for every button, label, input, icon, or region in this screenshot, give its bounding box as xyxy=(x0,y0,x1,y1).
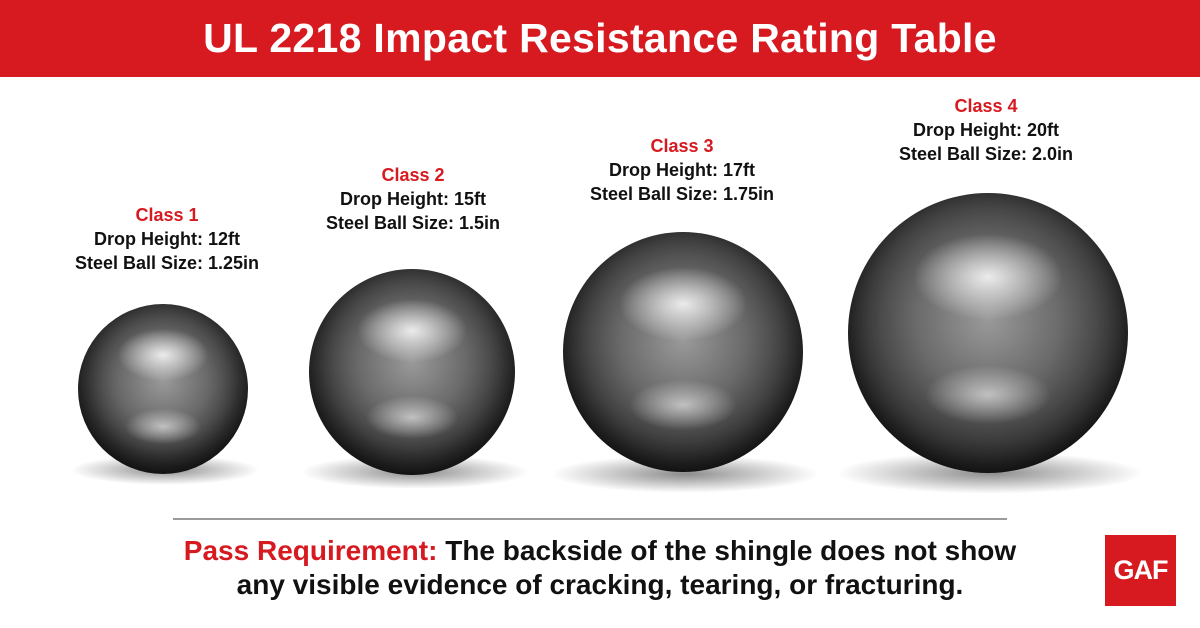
steel-ball-class-2 xyxy=(309,269,515,475)
gaf-logo: GAF xyxy=(1105,535,1176,606)
class-name: Class 4 xyxy=(954,96,1018,116)
drop-height: Drop Height: 15ft xyxy=(339,189,486,209)
class-name: Class 2 xyxy=(381,165,445,185)
class-3-label: Class 3 Drop Height: 17ft Steel Ball Siz… xyxy=(590,134,774,206)
ball-size: Steel Ball Size: 2.0in xyxy=(898,144,1074,164)
title-banner: UL 2218 Impact Resistance Rating Table xyxy=(0,0,1200,77)
drop-height: Drop Height: 20ft xyxy=(912,120,1059,140)
pass-requirement: Pass Requirement: The backside of the sh… xyxy=(0,534,1200,602)
class-name: Class 3 xyxy=(650,136,714,156)
drop-height: Drop Height: 12ft xyxy=(93,229,240,249)
ball-size: Steel Ball Size: 1.5in xyxy=(325,213,501,233)
class-2-label: Class 2 Drop Height: 15ft Steel Ball Siz… xyxy=(326,163,500,235)
steel-ball-class-1 xyxy=(78,304,248,474)
class-1-label: Class 1 Drop Height: 12ft Steel Ball Siz… xyxy=(75,203,259,275)
steel-ball-class-4 xyxy=(848,193,1128,473)
ball-size: Steel Ball Size: 1.25in xyxy=(74,253,260,273)
ball-size: Steel Ball Size: 1.75in xyxy=(589,184,775,204)
pass-text-line1: The backside of the shingle does not sho… xyxy=(437,535,1017,566)
page-title: UL 2218 Impact Resistance Rating Table xyxy=(203,15,997,61)
drop-height: Drop Height: 17ft xyxy=(608,160,755,180)
class-4-label: Class 4 Drop Height: 20ft Steel Ball Siz… xyxy=(899,94,1073,166)
pass-text-line2: any visible evidence of cracking, tearin… xyxy=(236,569,964,600)
pass-label: Pass Requirement: xyxy=(183,535,438,566)
divider xyxy=(173,518,1007,520)
class-name: Class 1 xyxy=(135,205,199,225)
steel-ball-class-3 xyxy=(563,232,803,472)
